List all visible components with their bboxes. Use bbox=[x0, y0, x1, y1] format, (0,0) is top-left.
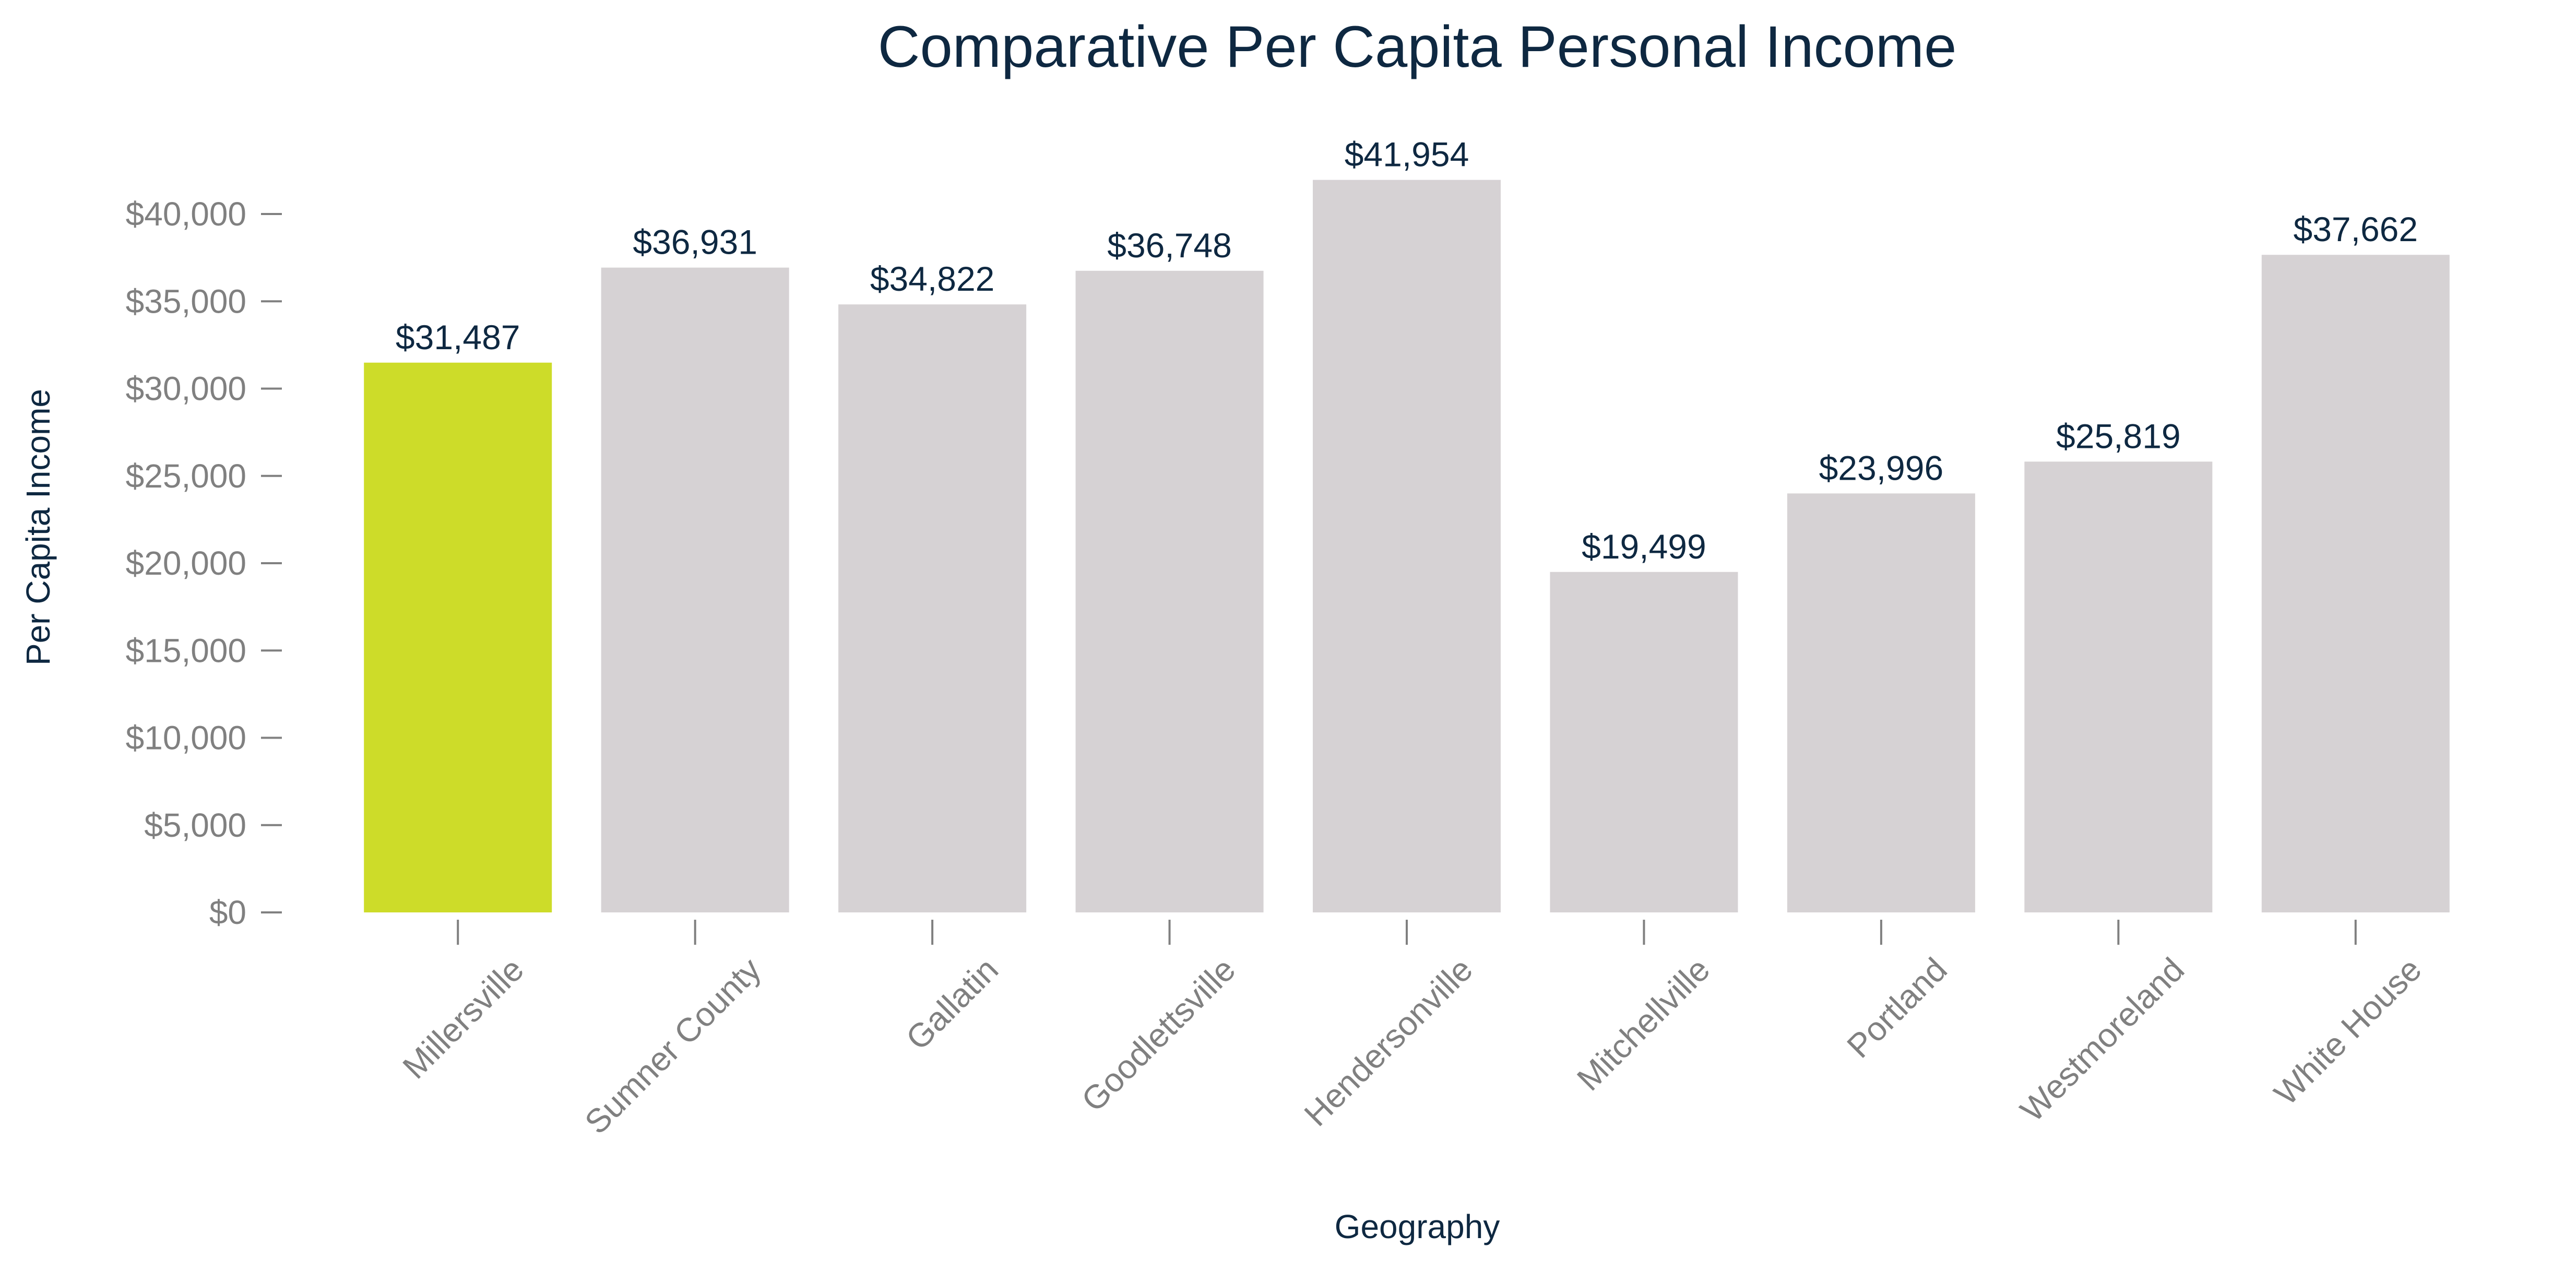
data-label: $31,487 bbox=[396, 318, 520, 357]
chart-title: Comparative Per Capita Personal Income bbox=[878, 14, 1957, 79]
bar-westmoreland bbox=[2024, 461, 2213, 912]
data-label: $37,662 bbox=[2293, 210, 2418, 248]
y-tick-label: $10,000 bbox=[126, 719, 246, 757]
y-axis-title: Per Capita Income bbox=[19, 389, 57, 666]
data-label: $23,996 bbox=[1819, 448, 1944, 487]
y-tick-label: $30,000 bbox=[126, 370, 246, 408]
bar-hendersonville bbox=[1313, 180, 1501, 913]
x-tick-label: Hendersonville bbox=[1297, 951, 1480, 1133]
x-tick-label: Mitchellville bbox=[1570, 951, 1717, 1098]
bar-millersville bbox=[364, 362, 552, 913]
x-axis: Millersville Sumner County Gallatin Goodlet… bbox=[396, 920, 2429, 1141]
y-tick-label: $40,000 bbox=[126, 195, 246, 233]
data-label: $36,748 bbox=[1107, 226, 1232, 265]
x-tick-label: Millersville bbox=[396, 951, 531, 1086]
data-label: $36,931 bbox=[633, 223, 757, 262]
x-tick-label: Westmoreland bbox=[2013, 951, 2191, 1129]
y-tick-label: $25,000 bbox=[126, 457, 246, 495]
y-tick-label: $20,000 bbox=[126, 544, 246, 582]
bar-mitchellville bbox=[1550, 572, 1738, 912]
bar-portland bbox=[1787, 493, 1975, 912]
x-tick-label: Portland bbox=[1839, 951, 1954, 1065]
data-label: $34,822 bbox=[870, 259, 995, 298]
data-label: $41,954 bbox=[1345, 135, 1469, 174]
y-tick-label: $15,000 bbox=[126, 632, 246, 669]
x-tick-label: Sumner County bbox=[577, 951, 768, 1141]
data-label: $19,499 bbox=[1582, 527, 1706, 566]
y-tick-label: $5,000 bbox=[144, 806, 246, 844]
x-tick-label: Goodlettsville bbox=[1074, 951, 1243, 1119]
bar-gallatin bbox=[838, 304, 1027, 912]
data-label: $25,819 bbox=[2056, 417, 2181, 455]
bar-white-house bbox=[2261, 255, 2450, 913]
y-tick-label: $0 bbox=[209, 894, 246, 931]
x-tick-label: Gallatin bbox=[899, 951, 1005, 1057]
data-labels: $31,487 $36,931 $34,822 $36,748 $41,954 $19,4… bbox=[396, 135, 2418, 566]
x-tick-label: White House bbox=[2267, 951, 2429, 1112]
bar-sumner-county bbox=[601, 267, 789, 913]
y-axis: $0 $5,000 $10,000 $15,000 $20,000 $25,000 $30,… bbox=[126, 195, 282, 931]
x-axis-title: Geography bbox=[1335, 1208, 1500, 1245]
bar-goodlettsville bbox=[1075, 270, 1264, 912]
y-tick-label: $35,000 bbox=[126, 282, 246, 320]
bar-series bbox=[364, 180, 2450, 913]
